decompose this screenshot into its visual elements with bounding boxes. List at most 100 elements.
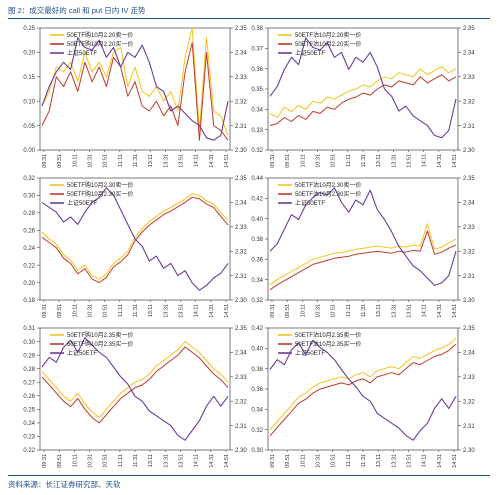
chart-4-ytick-label: 0.36 [251,258,263,264]
source-rule [8,475,490,476]
chart-3-xtick-label: 13:51 [179,304,185,318]
chart-6-y2tick-label: 2.34 [463,351,475,357]
chart-2-xtick-label: 14:31 [437,154,443,168]
chart-5-ytick-label: 0.23 [23,435,35,441]
chart-5-xtick-label: 11:31 [133,454,139,467]
chart-6-ytick-label: 0.38 [251,367,263,373]
chart-6-xtick-label: 13:31 [391,454,397,468]
chart-2-xtick-label: 09:51 [285,154,291,168]
chart-3-xtick-label: 11:11 [118,304,124,317]
chart-4-series-3-line [269,187,457,286]
chart-1-ytick-label: 0.10 [23,99,35,105]
chart-5-xtick-label: 13:11 [148,454,154,467]
chart-3-xtick-label: 09:31 [42,304,48,318]
chart-4-xtick-label: 14:31 [437,304,443,318]
chart-1-legend-label: 50ETF购10月2.20买一价 [67,40,133,48]
chart-2-xtick-label: 14:51 [452,154,458,168]
chart-1-legend-label: 50ETF购10月2.20卖一价 [67,31,133,39]
chart-5-xtick-label: 09:51 [57,454,63,468]
chart-4-xtick-label: 10:11 [300,304,306,317]
chart-4-y2tick-label: 2.34 [463,201,475,207]
chart-2-xtick-label: 10:31 [316,154,322,168]
chart-4-ytick-label: 0.34 [251,278,263,284]
chart-3-xtick-label: 13:11 [148,304,154,317]
chart-6-ytick-label: 0.40 [251,347,263,353]
chart-1-xtick-label: 13:11 [148,154,154,167]
chart-6-y2tick-label: 2.35 [463,326,475,332]
chart-5-xtick-label: 11:11 [118,454,124,467]
chart-4-ytick-label: 0.38 [251,237,263,243]
chart-6-ytick-label: 0.30 [251,448,263,454]
chart-4-series-2-line [269,230,457,291]
chart-3-xtick-label: 14:11 [194,304,200,317]
chart-6-ytick-label: 0.34 [251,408,263,414]
chart-5-xtick-label: 13:51 [179,454,185,468]
chart-5-y2tick-label: 2.32 [235,399,247,405]
chart-6-xtick-label: 14:11 [422,454,428,467]
chart-2-xtick-label: 13:31 [391,154,397,168]
chart-2-legend-label: 上证50ETF [295,49,325,57]
chart-5-y2tick-label: 2.34 [235,351,247,357]
chart-3-ytick-label: 0.28 [23,211,35,217]
chart-5-ytick-label: 0.26 [23,394,35,400]
chart-4-ytick-label: 0.32 [251,298,263,304]
chart-3-y2tick-label: 2.31 [235,274,247,280]
chart-2-y2tick-label: 2.33 [463,75,475,81]
chart-5-xtick-label: 14:31 [209,454,215,468]
chart-6-xtick-label: 09:31 [270,454,276,468]
chart-4-ytick-label: 0.40 [251,217,263,223]
chart-5-xtick-label: 09:31 [42,454,48,468]
chart-4-ytick-label: 0.44 [251,176,263,182]
chart-5-series-3-line [41,337,229,441]
chart-1-series-1-line [41,27,229,136]
chart-6-ytick-label: 0.36 [251,387,263,393]
chart-1-xtick-label: 14:11 [194,154,200,167]
chart-3-y2tick-label: 2.35 [235,176,247,182]
chart-1-series-3-line [41,37,229,141]
chart-4-xtick-label: 09:31 [270,304,276,318]
chart-6-series-1-line [269,337,457,431]
chart-2-xtick-label: 14:11 [422,154,428,167]
chart-2-ytick-label: 0.34 [251,108,263,114]
chart-1-y2tick-label: 2.34 [235,51,247,57]
chart-1-y2tick-label: 2.31 [235,124,247,130]
chart-4-xtick-label: 14:51 [452,304,458,318]
chart-4-y2tick-label: 2.32 [463,249,475,255]
chart-1-xtick-label: 09:51 [57,154,63,168]
chart-3-xtick-label: 14:51 [224,304,230,318]
chart-5-ytick-label: 0.27 [23,380,35,386]
chart-4-xtick-label: 11:31 [361,304,367,317]
chart-3-y2tick-label: 2.30 [235,298,247,304]
chart-6-ytick-label: 0.42 [251,326,263,332]
chart-2-y2tick-label: 2.32 [463,99,475,105]
chart-2-ytick-label: 0.38 [251,26,263,32]
chart-4-y2tick-label: 2.35 [463,176,475,182]
chart-6-legend-label: 50ETF沽10月2.35卖一价 [295,331,361,339]
chart-2-ytick-label: 0.35 [251,87,263,93]
chart-1-xtick-label: 10:31 [88,154,94,168]
chart-3-ytick-label: 0.22 [23,263,35,269]
chart-3-ytick-label: 0.26 [23,228,35,234]
chart-5-y2tick-label: 2.31 [235,424,247,430]
chart-4-y2tick-label: 2.31 [463,274,475,280]
chart-3-series-2-line [41,196,229,284]
chart-5-xtick-label: 10:51 [103,454,109,468]
chart-5-series-2-line [41,346,229,424]
chart-3-y2tick-label: 2.34 [235,201,247,207]
chart-2-legend-label: 50ETF沽10月2.20买一价 [295,40,361,48]
chart-4-ytick-label: 0.42 [251,197,263,203]
figure-title: 图 2：成交最好的 call 和 put 日内 IV 走势 [8,6,146,15]
chart-4-legend-label: 50ETF沽10月2.30买一价 [295,190,361,198]
chart-5-xtick-label: 10:11 [72,454,78,467]
chart-2-xtick-label: 13:11 [376,154,382,167]
chart-5-legend-label: 50ETF购10月2.35买一价 [67,340,133,348]
chart-6-y2tick-label: 2.30 [463,448,475,454]
chart-6-series-3-line [269,339,457,441]
chart-5-y2tick-label: 2.30 [235,448,247,454]
chart-5-legend-label: 上证50ETF [67,349,97,357]
chart-3-y2tick-label: 2.32 [235,249,247,255]
chart-6-xtick-label: 10:31 [316,454,322,468]
chart-2-xtick-label: 10:51 [331,154,337,168]
chart-3-y2tick-label: 2.33 [235,225,247,231]
chart-3-series-1-line [41,193,229,280]
